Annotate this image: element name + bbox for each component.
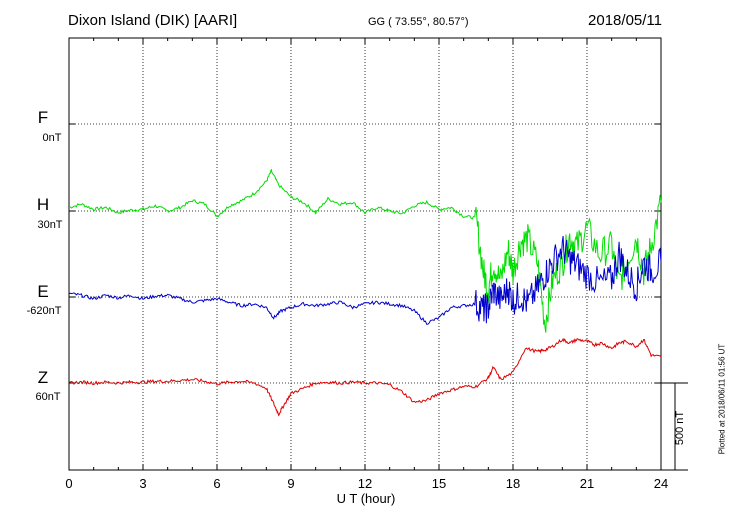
x-tick-label: 18 (505, 476, 521, 491)
component-label-h: H (36, 195, 50, 214)
baseline-label-h: 30nT (37, 219, 63, 231)
baseline-label-f: 0nT (42, 132, 62, 144)
component-label-e: E (37, 282, 49, 301)
station-title: Dixon Island (DIK) [AARI] (68, 12, 238, 29)
x-tick-label: 12 (357, 476, 373, 491)
x-tick-label: 15 (431, 476, 447, 491)
x-tick-label: 24 (653, 476, 669, 491)
baseline-label-z: 60nT (35, 391, 61, 403)
date-label: 2018/05/11 (588, 12, 662, 29)
x-tick-label: 21 (579, 476, 595, 491)
x-axis-label: U T (hour) (336, 491, 396, 506)
series-line-e (68, 235, 662, 325)
x-tick-label: 0 (65, 476, 73, 491)
component-label-z: Z (37, 368, 49, 387)
scale-bar-label: 500 nT (674, 410, 686, 446)
x-tick-label: 9 (287, 476, 295, 491)
baseline-label-e: -620nT (26, 305, 62, 317)
series-line-h (68, 168, 662, 333)
x-tick-label: 6 (213, 476, 221, 491)
series-line-z (68, 337, 662, 417)
component-label-f: F (37, 108, 49, 127)
geo-coordinates: GG ( 73.55°, 80.57°) (368, 16, 469, 28)
plotted-timestamp: Plotted at 2018/06/11 01:56 UT (717, 343, 727, 455)
x-tick-label: 3 (139, 476, 147, 491)
